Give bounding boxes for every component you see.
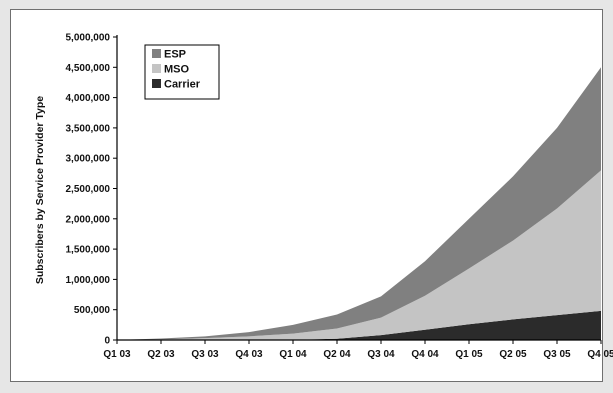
y-tick-label: 1,500,000 [66,245,111,256]
y-tick-label: 500,000 [74,305,111,316]
legend-swatch-carrier [152,79,161,88]
y-tick-label: 1,000,000 [66,275,111,286]
chart-areas [117,67,601,341]
legend-swatch-esp [152,49,161,58]
y-tick-label: 4,000,000 [66,93,111,104]
y-tick-labels: 0 500,000 1,000,000 1,500,000 2,000,000 2,500… [66,33,117,347]
area-carrier [117,310,601,340]
y-tick-label: 3,500,000 [66,123,111,134]
y-axis-title: Subscribers by Service Provider Type [34,96,46,284]
x-tick-label: Q3 04 [367,349,395,360]
x-tick-label: Q4 03 [235,349,263,360]
x-tick-label: Q1 04 [279,349,307,360]
y-tick-label: 2,500,000 [66,184,111,195]
x-tick-label: Q3 03 [191,349,219,360]
legend: ESP MSO Carrier [144,44,220,100]
x-tick-label: Q3 05 [543,349,571,360]
x-tick-label: Q1 05 [455,349,483,360]
x-tick-labels: Q1 03 Q2 03 Q3 03 Q4 03 Q1 04 Q2 04 Q3 04 Q4 04… [103,340,613,360]
x-tick-label: Q4 05 [587,349,613,360]
legend-swatch-mso [152,64,161,73]
x-tick-label: Q2 03 [147,349,175,360]
legend-label-carrier: Carrier [164,79,201,91]
x-tick-label: Q1 03 [103,349,131,360]
x-tick-label: Q2 05 [499,349,527,360]
chart-axes [116,35,601,341]
legend-label-esp: ESP [164,49,186,61]
x-tick-label: Q4 04 [411,349,439,360]
y-tick-label: 2,000,000 [66,214,111,225]
y-tick-label: 4,500,000 [66,63,111,74]
area-mso [117,170,601,340]
x-tick-label: Q2 04 [323,349,351,360]
y-tick-label: 0 [104,336,110,347]
area-esp [117,67,601,341]
y-tick-label: 5,000,000 [66,33,111,44]
legend-label-mso: MSO [164,64,190,76]
y-tick-label: 3,000,000 [66,154,111,165]
